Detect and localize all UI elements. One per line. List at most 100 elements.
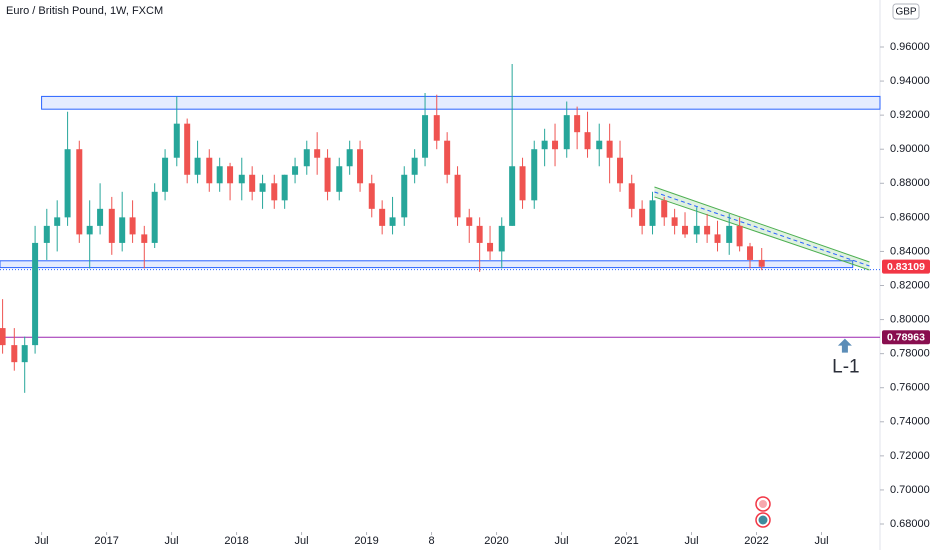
candle-body [476, 225, 483, 243]
price-zone [0, 260, 854, 269]
event-icon [758, 515, 768, 525]
y-tick-label: 0.94000 [890, 75, 930, 87]
candle-body [498, 225, 505, 252]
x-tick-label: Jul [555, 535, 569, 547]
annotation: L-1 [832, 357, 859, 378]
x-tick-label: 2021 [614, 535, 638, 547]
candle-body [617, 157, 624, 184]
price-label: 0.78963 [887, 332, 925, 344]
candle-body [76, 149, 83, 235]
candle-body [682, 225, 689, 235]
candle-body [736, 225, 743, 247]
price-label-box [882, 259, 930, 274]
event-icon [759, 500, 767, 508]
candle-body [693, 225, 700, 235]
candle-body [596, 140, 603, 150]
candle-body [357, 149, 364, 184]
currency-box [892, 3, 920, 20]
candle-body [368, 183, 375, 209]
candle-body [454, 174, 461, 218]
candle-body [259, 183, 266, 192]
candle-body [444, 140, 451, 175]
candle-body [281, 174, 288, 201]
price-zone [41, 95, 881, 110]
candle-body [292, 166, 299, 175]
candle-body [346, 149, 353, 167]
candle-body [43, 225, 50, 243]
y-tick-label: 0.78000 [890, 348, 930, 360]
y-tick-label: 0.92000 [890, 109, 930, 121]
candle-body [162, 157, 169, 192]
x-tick-label: 2017 [94, 535, 118, 547]
y-tick-label: 0.68000 [890, 518, 930, 530]
candle-body [649, 200, 656, 226]
x-tick-label: 2018 [224, 535, 248, 547]
candle-body [671, 217, 678, 226]
x-tick-label: 8 [428, 535, 434, 547]
candle-body [184, 123, 191, 175]
candle-body [314, 149, 321, 158]
candle-body [173, 123, 180, 158]
x-tick-label: Jul [295, 535, 309, 547]
candle-body [661, 200, 668, 218]
candle-body [32, 242, 39, 346]
candle-body [271, 183, 278, 201]
candle-body [509, 166, 516, 226]
candle-body [714, 234, 721, 243]
price-label: 0.83109 [887, 261, 925, 273]
x-tick-label: Jul [165, 535, 179, 547]
chart-title: Euro / British Pound, 1W, FXCM [6, 5, 163, 17]
candle-body [54, 217, 61, 226]
channel-upper [654, 186, 870, 263]
candle-body [194, 157, 201, 175]
candle-body [747, 246, 754, 260]
y-tick-label: 0.84000 [890, 245, 930, 257]
candle-body [238, 174, 245, 184]
candle-body [433, 115, 440, 141]
price-label-box [882, 330, 930, 345]
candle-body [303, 149, 310, 167]
candle-body [422, 115, 429, 158]
y-tick-label: 0.90000 [890, 143, 930, 155]
x-tick-label: Jul [35, 535, 49, 547]
y-tick-label: 0.82000 [890, 279, 930, 291]
x-tick-label: 2019 [354, 535, 378, 547]
candle-body [324, 157, 331, 192]
candle-body [108, 208, 115, 243]
candle-body [401, 174, 408, 218]
candle-body [97, 208, 104, 226]
candle-body [584, 132, 591, 150]
y-tick-label: 0.86000 [890, 211, 930, 223]
candle-body [704, 225, 711, 235]
event-icons [755, 496, 771, 528]
y-tick-label: 0.80000 [890, 313, 930, 325]
candle-body [606, 140, 613, 158]
x-tick-label: Jul [684, 535, 698, 547]
candle-body [379, 208, 386, 226]
candle-body [21, 345, 28, 363]
candle-body [249, 174, 256, 192]
candle-body [0, 328, 6, 346]
candle-body [563, 115, 570, 150]
candle-body [726, 225, 733, 243]
candle-body [758, 259, 765, 267]
y-tick-label: 0.72000 [890, 450, 930, 462]
channel-mid [654, 191, 870, 267]
candle-body [336, 166, 343, 192]
y-tick-label: 0.70000 [890, 484, 930, 496]
candle-body [151, 191, 158, 243]
candle-body [639, 208, 646, 226]
candle-body [574, 115, 581, 133]
candle-body [541, 140, 548, 150]
y-tick-label: 0.88000 [890, 177, 930, 189]
candle-body [628, 183, 635, 209]
candle-body [64, 149, 71, 218]
candle-body [531, 149, 538, 201]
candle-body [487, 242, 494, 252]
y-tick-label: 0.74000 [890, 416, 930, 428]
candle-body [227, 166, 234, 184]
arrow-up [837, 338, 852, 353]
candle-body [86, 225, 93, 235]
